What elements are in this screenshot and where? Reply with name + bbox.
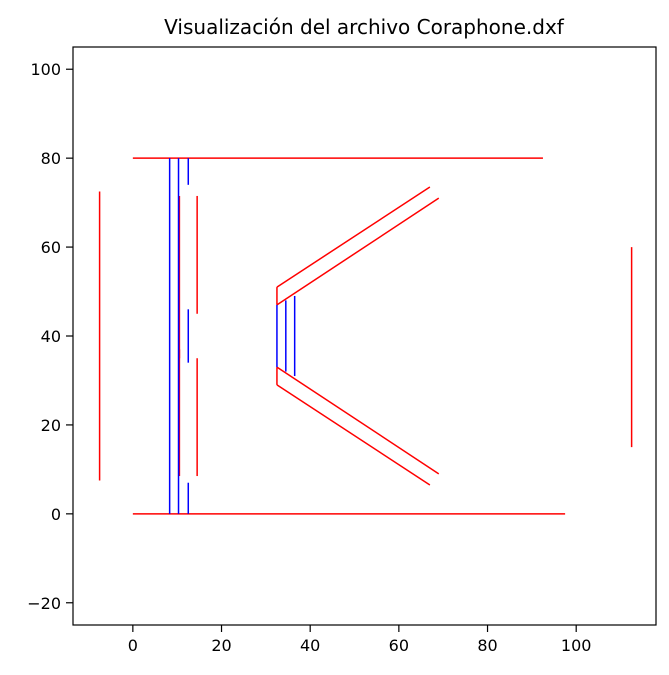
red-line-8 bbox=[276, 186, 431, 288]
red-line-11 bbox=[276, 366, 440, 475]
red-line-9 bbox=[276, 197, 440, 306]
y-tick-label: 20 bbox=[41, 416, 61, 435]
x-tick-label: 0 bbox=[128, 636, 138, 655]
y-tick-label: 80 bbox=[41, 149, 61, 168]
axes: 0 20 40 60 80 100 −20 0 20 40 60 80 100 bbox=[27, 46, 657, 655]
y-tick-label: 100 bbox=[30, 60, 61, 79]
x-tick-label: 60 bbox=[389, 636, 409, 655]
y-tick-label: 0 bbox=[51, 505, 61, 524]
chart-title: Visualización del archivo Coraphone.dxf bbox=[164, 15, 565, 39]
x-tick-label: 80 bbox=[477, 636, 497, 655]
x-tick-label: 100 bbox=[561, 636, 592, 655]
axes-frame bbox=[72, 46, 657, 626]
y-tick-label: 40 bbox=[41, 327, 61, 346]
y-tick-label: −20 bbox=[27, 594, 61, 613]
plot-lines bbox=[98, 157, 633, 515]
x-tick-label: 20 bbox=[211, 636, 231, 655]
x-tick-label: 40 bbox=[300, 636, 320, 655]
red-line-12 bbox=[276, 384, 431, 486]
y-tick-label: 60 bbox=[41, 238, 61, 257]
